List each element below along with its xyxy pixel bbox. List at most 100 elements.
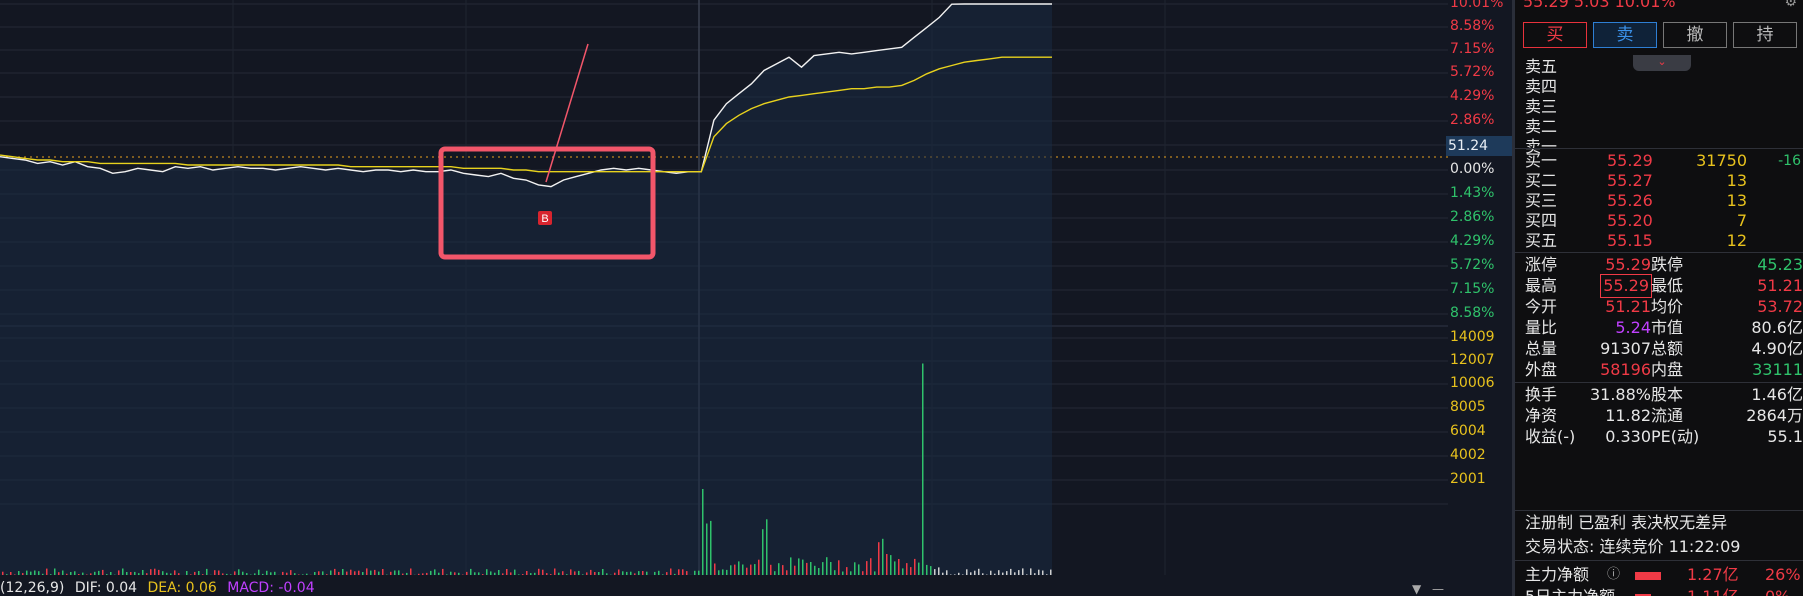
volume-bar xyxy=(990,570,992,575)
volume-bar xyxy=(438,572,440,575)
volume-bar xyxy=(974,570,976,575)
price-header: 55.29 5.03 10.01% xyxy=(1523,0,1676,11)
volume-bar xyxy=(58,572,60,575)
bid-row[interactable]: 买五 55.15 12 xyxy=(1525,230,1803,252)
bid-row[interactable]: 买二 55.27 13 xyxy=(1525,170,1803,192)
volume-bar xyxy=(474,572,476,575)
sell-button[interactable]: 卖 xyxy=(1593,22,1657,48)
gear-icon[interactable]: ⚙ xyxy=(1784,0,1797,10)
volume-bar xyxy=(330,570,332,575)
bid-row[interactable]: 买四 55.20 7 xyxy=(1525,210,1803,232)
collapse-chevron-icon[interactable]: ⌄ xyxy=(1633,55,1691,71)
ask-row[interactable]: 卖一 xyxy=(1525,136,1803,158)
bid-label: 买四 xyxy=(1525,211,1558,230)
volume-bar xyxy=(1010,568,1012,575)
volume-tick-label: 6004 xyxy=(1450,423,1486,439)
volume-bar xyxy=(558,572,560,575)
volume-bar xyxy=(18,571,20,575)
volume-bar xyxy=(366,568,368,575)
stat-label: 涨停 xyxy=(1525,255,1558,274)
volume-bar xyxy=(358,570,360,575)
volume-bar xyxy=(998,570,1000,575)
tags-text: 注册制 已盈利 表决权无差异 xyxy=(1525,513,1728,532)
volume-bar xyxy=(126,572,128,575)
bid-label: 买五 xyxy=(1525,231,1558,250)
volume-bar xyxy=(838,560,840,575)
volume-bar xyxy=(770,564,772,575)
volume-bar xyxy=(594,572,596,575)
stat-label: 股本 xyxy=(1651,385,1684,404)
volume-bar xyxy=(42,573,44,575)
volume-bar xyxy=(702,489,704,575)
volume-bar xyxy=(394,570,396,575)
macd-value: MACD: -0.04 xyxy=(227,580,315,596)
macd-indicator-legend: (12,26,9) DIF: 0.04 DEA: 0.06 MACD: -0.0… xyxy=(0,580,321,596)
ask-row[interactable]: 卖三 xyxy=(1525,96,1803,118)
volume-bar xyxy=(526,571,528,575)
volume-bar xyxy=(374,569,376,575)
volume-bar xyxy=(814,565,816,575)
ask-row[interactable]: 卖二 xyxy=(1525,116,1803,138)
chevron-down-icon[interactable]: ▼ xyxy=(1412,582,1422,596)
volume-bar xyxy=(294,573,296,575)
volume-tick-label: 8005 xyxy=(1450,399,1486,415)
bid-row[interactable]: 买三 55.26 13 xyxy=(1525,190,1803,212)
stat-value: 51.21 xyxy=(1605,297,1651,316)
volume-bar xyxy=(470,568,472,575)
volume-bar xyxy=(254,573,256,575)
minus-icon[interactable]: — xyxy=(1432,582,1444,596)
volume-bar xyxy=(634,573,636,575)
percent-tick-label: 5.72% xyxy=(1450,64,1495,80)
volume-bar xyxy=(494,572,496,575)
volume-bar xyxy=(306,573,308,575)
volume-bar xyxy=(46,568,48,575)
stat-label: 最低 xyxy=(1651,276,1684,295)
intraday-chart[interactable]: B xyxy=(0,0,1448,596)
volume-bar xyxy=(582,574,584,575)
bid-row[interactable]: 买一 55.29 31750 -16 xyxy=(1525,150,1803,172)
volume-bar xyxy=(886,554,888,575)
volume-bar xyxy=(622,571,624,575)
percent-tick-label: 8.58% xyxy=(1450,305,1495,321)
dif-value: DIF: 0.04 xyxy=(74,580,138,596)
holdings-button[interactable]: 持 xyxy=(1733,22,1797,48)
five-day-fund-bar xyxy=(1635,594,1651,596)
volume-bar xyxy=(898,559,900,575)
volume-bar xyxy=(14,574,16,575)
ask-row[interactable]: 卖五 xyxy=(1525,56,1803,78)
volume-bar xyxy=(1046,574,1048,575)
volume-bar xyxy=(38,571,40,575)
volume-bar xyxy=(686,571,688,575)
volume-bar xyxy=(150,569,152,575)
stat-row: 换手 31.88% 股本 1.46亿 xyxy=(1525,384,1803,406)
volume-bar xyxy=(826,557,828,575)
percent-tick-label: 2.86% xyxy=(1450,209,1495,225)
volume-bar xyxy=(342,569,344,575)
stat-label: 净资 xyxy=(1525,406,1558,425)
volume-bar xyxy=(290,570,292,575)
annotation-arrow xyxy=(545,43,589,183)
trade-status-text: 交易状态: 连续竞价 11:22:09 xyxy=(1525,537,1741,556)
cancel-order-button[interactable]: 撤 xyxy=(1663,22,1727,48)
volume-bar xyxy=(542,569,544,575)
percent-tick-label: 4.29% xyxy=(1450,88,1495,104)
volume-bar xyxy=(714,563,716,575)
volume-bar xyxy=(950,574,952,575)
volume-bar xyxy=(982,573,984,575)
info-icon[interactable]: ⓘ xyxy=(1607,567,1621,582)
volume-bar xyxy=(482,574,484,575)
volume-bar xyxy=(370,570,372,575)
volume-bar xyxy=(1014,572,1016,575)
volume-bar xyxy=(1002,572,1004,575)
volume-bar xyxy=(362,572,364,575)
volume-bar xyxy=(198,571,200,575)
buy-button[interactable]: 买 xyxy=(1523,22,1587,48)
volume-bar xyxy=(842,571,844,575)
volume-bar xyxy=(866,561,868,575)
bid-price: 55.26 xyxy=(1607,191,1653,210)
ask-row[interactable]: 卖四 xyxy=(1525,76,1803,98)
volume-bar xyxy=(430,570,432,575)
volume-bar xyxy=(762,529,764,575)
volume-bar xyxy=(678,569,680,575)
intraday-chart-area[interactable]: B xyxy=(0,0,1512,596)
